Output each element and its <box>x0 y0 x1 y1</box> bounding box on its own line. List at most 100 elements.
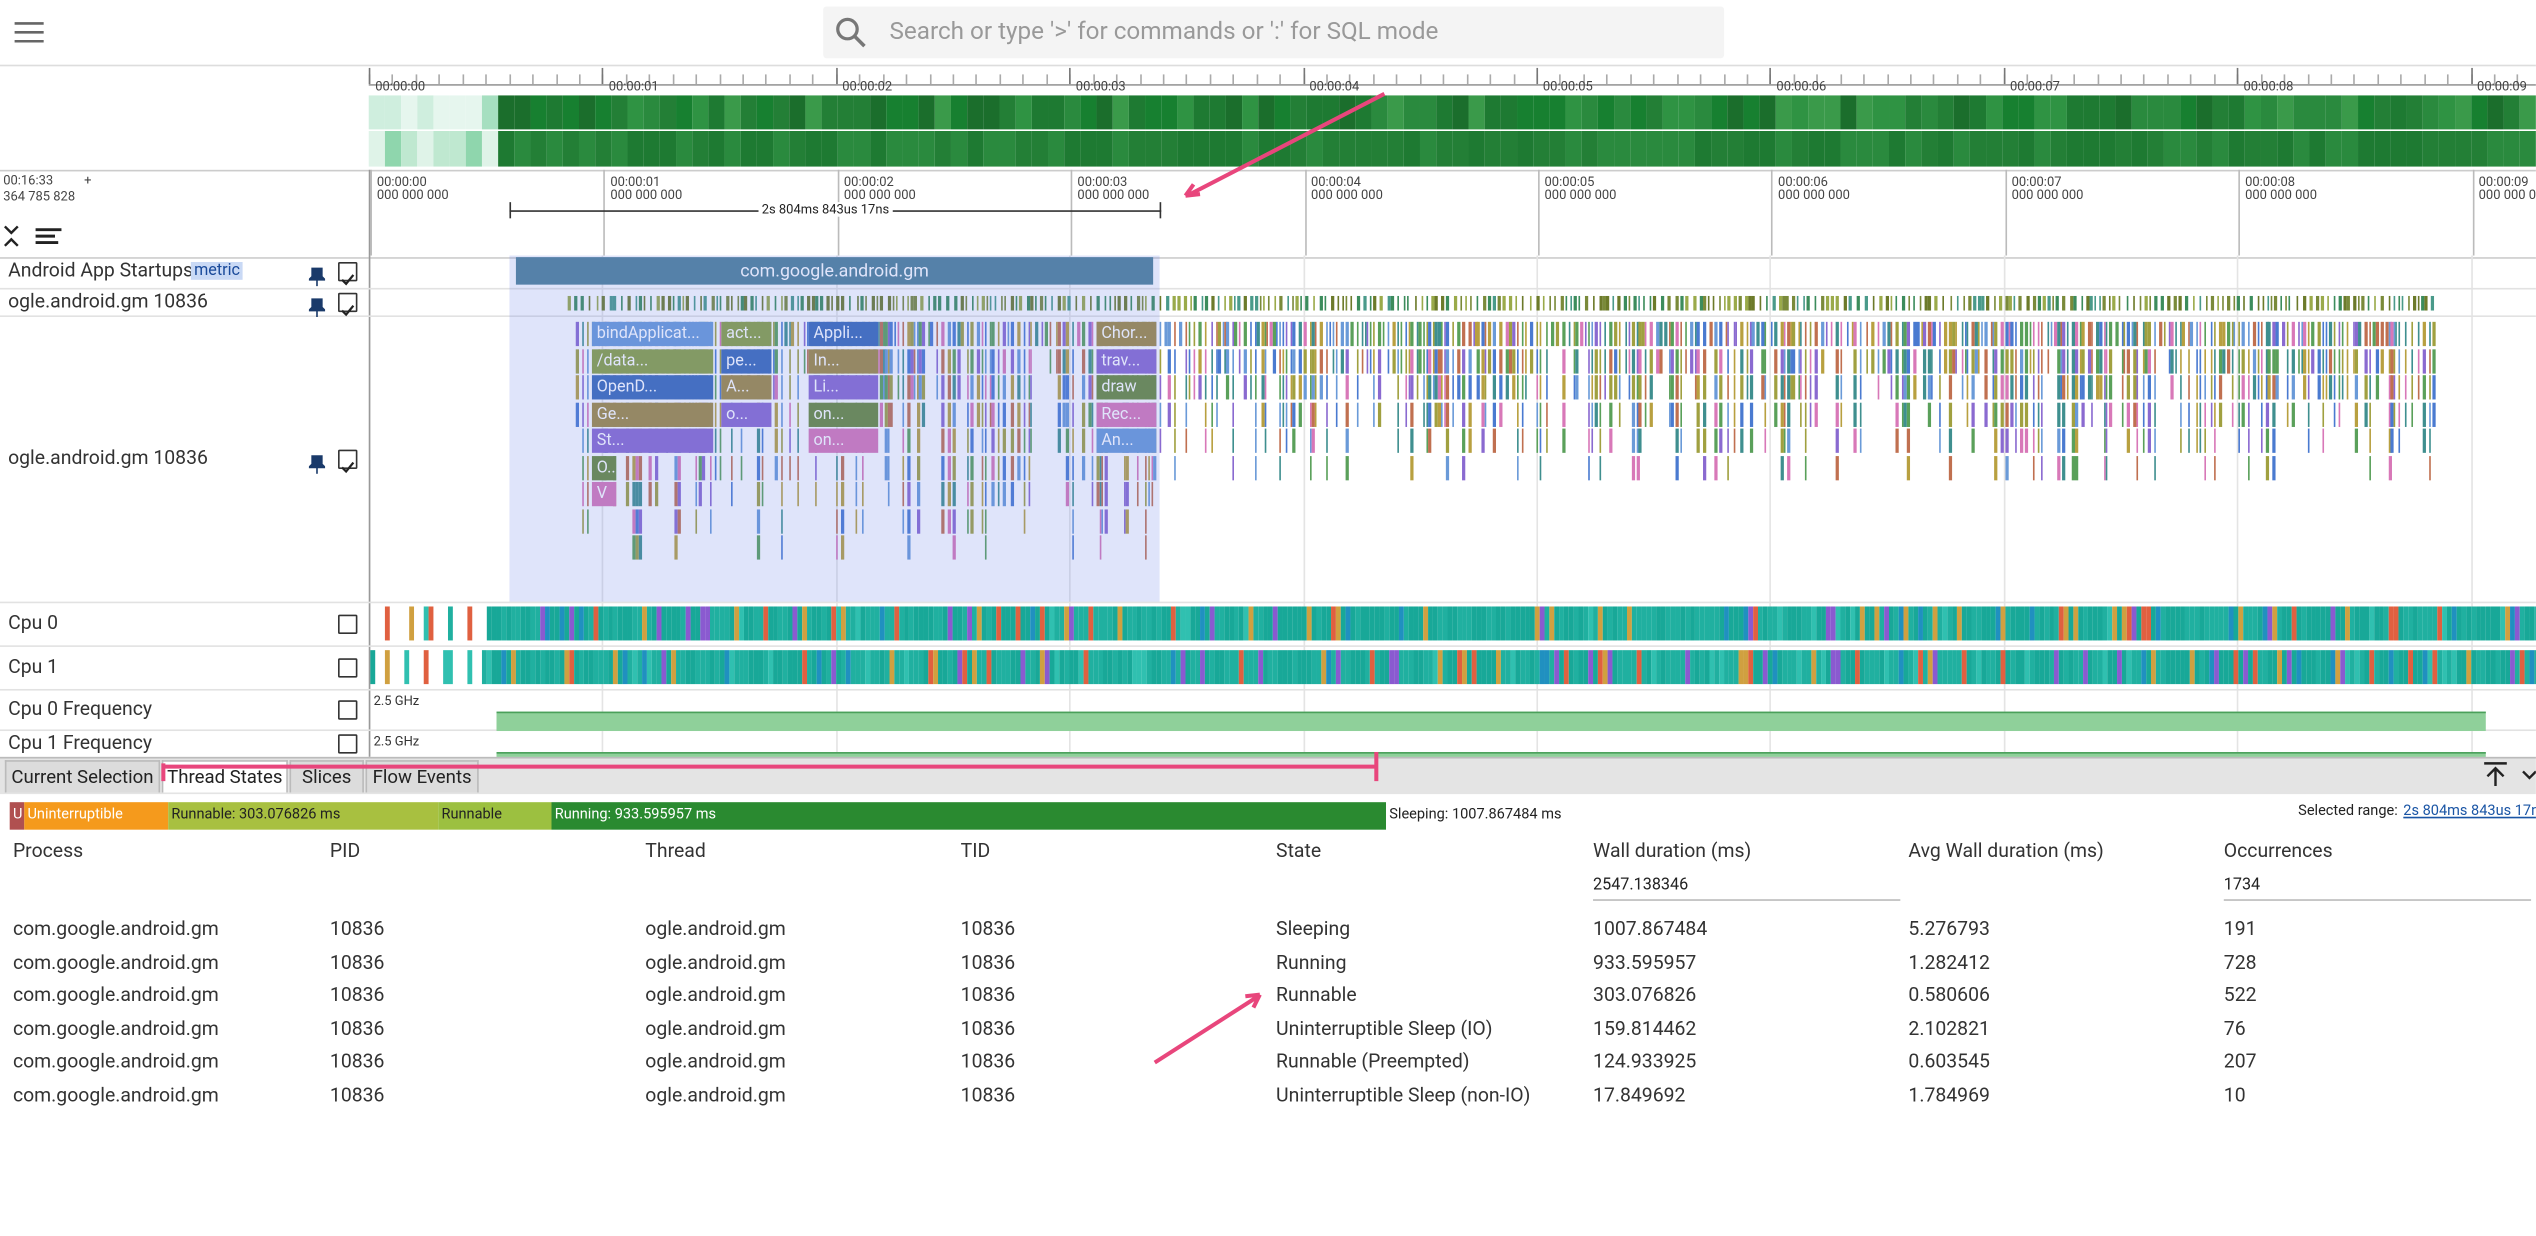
slice <box>922 348 925 373</box>
tab[interactable]: Flow Events <box>365 760 479 793</box>
minor-tick <box>1396 74 1398 85</box>
track-checkbox[interactable] <box>338 699 358 719</box>
column-header[interactable]: State <box>1276 839 1322 863</box>
track-checkbox[interactable] <box>338 657 358 677</box>
track-checkbox[interactable] <box>338 733 358 753</box>
summary <box>856 295 859 311</box>
summary <box>860 295 864 311</box>
slice <box>908 348 911 373</box>
column-header[interactable]: Thread <box>645 839 706 863</box>
track-checkbox[interactable] <box>338 448 358 473</box>
cpu-slice <box>423 650 429 685</box>
overview-cell <box>530 131 547 167</box>
column-header[interactable]: Process <box>12 839 84 863</box>
tab[interactable]: Current Selection <box>4 760 161 793</box>
overview-cell <box>999 131 1016 167</box>
column-header[interactable]: TID <box>960 839 991 863</box>
search-box[interactable] <box>823 6 1725 59</box>
slice <box>957 375 961 400</box>
overview-cell <box>530 95 547 130</box>
slice <box>1493 321 1496 347</box>
slice <box>952 321 956 347</box>
slice <box>1955 321 1958 347</box>
slice <box>971 401 974 427</box>
overview-cell <box>870 95 887 130</box>
overview-cell <box>2422 95 2439 130</box>
table-cell: 10836 <box>960 1016 1016 1040</box>
menu-button[interactable] <box>14 21 47 45</box>
overview-cell <box>611 131 628 167</box>
slice <box>1697 321 1700 347</box>
summary <box>2343 295 2346 311</box>
minor-tick <box>812 74 815 85</box>
slice <box>757 508 760 533</box>
slice <box>1361 348 1364 373</box>
track-checkbox[interactable] <box>338 613 358 634</box>
column-header[interactable]: Occurrences <box>2223 839 2333 863</box>
tab[interactable]: Thread States <box>161 760 288 793</box>
summary <box>2256 295 2260 311</box>
slice <box>796 481 800 507</box>
summary <box>1391 295 1394 311</box>
overview-cell <box>1403 131 1420 167</box>
slice <box>889 348 893 373</box>
pin-button[interactable] <box>306 262 328 287</box>
slice <box>1224 348 1228 373</box>
slice <box>908 375 911 400</box>
summary <box>1624 295 1627 311</box>
overview-cell <box>2131 95 2148 130</box>
pin-button[interactable] <box>306 292 328 317</box>
overview-cell <box>2244 131 2261 167</box>
slice <box>1576 321 1579 347</box>
slice <box>2127 375 2130 400</box>
slice <box>586 428 590 453</box>
slice <box>1210 348 1214 373</box>
slice <box>1167 401 1171 427</box>
slice <box>2011 375 2014 400</box>
column-header[interactable]: PID <box>329 839 361 863</box>
slice <box>2247 455 2250 480</box>
slice <box>911 375 914 400</box>
overview-cell <box>1678 95 1695 130</box>
slice <box>2005 455 2009 480</box>
overview-cell <box>1905 131 1922 167</box>
slice <box>1809 401 1812 427</box>
slice <box>1703 348 1706 373</box>
slice <box>1278 455 1282 480</box>
slice <box>2222 321 2226 347</box>
slice <box>1071 348 1075 373</box>
overview-cell <box>1193 95 1210 130</box>
column-header[interactable]: Avg Wall duration (ms) <box>1908 839 2104 863</box>
overview-cell <box>2277 131 2294 167</box>
selected-range-value[interactable]: 2s 804ms 843us 17ns <box>2403 803 2536 820</box>
slice <box>991 428 995 453</box>
minor-tick <box>742 74 745 85</box>
column-header[interactable]: Wall duration (ms) <box>1593 839 1752 863</box>
tab[interactable]: Slices <box>289 760 364 793</box>
tick-label: 00:00:01 <box>608 79 659 94</box>
track-checkbox[interactable] <box>338 291 358 316</box>
slice <box>1477 321 1480 347</box>
panel-controls[interactable] <box>2481 760 2536 789</box>
slice <box>1097 481 1100 507</box>
slice <box>1783 321 1786 347</box>
overview-cell <box>643 131 660 167</box>
overview-cell <box>417 131 434 167</box>
overview-cell <box>2244 95 2261 130</box>
slice <box>1188 375 1191 400</box>
tick-ns: 000 000 000 <box>376 187 449 203</box>
summary <box>715 295 719 311</box>
pin-button[interactable] <box>306 449 328 474</box>
slice <box>1484 401 1487 427</box>
track-checkbox[interactable] <box>338 262 358 286</box>
slice <box>887 481 890 507</box>
slice <box>1966 401 1970 427</box>
slice <box>2081 375 2085 400</box>
slice <box>1660 321 1663 347</box>
summary <box>1999 295 2002 311</box>
slice <box>2237 375 2241 400</box>
tick <box>2005 169 2007 256</box>
slice <box>1346 455 1349 480</box>
collapse-icons[interactable] <box>3 223 68 249</box>
slice <box>2142 428 2145 453</box>
